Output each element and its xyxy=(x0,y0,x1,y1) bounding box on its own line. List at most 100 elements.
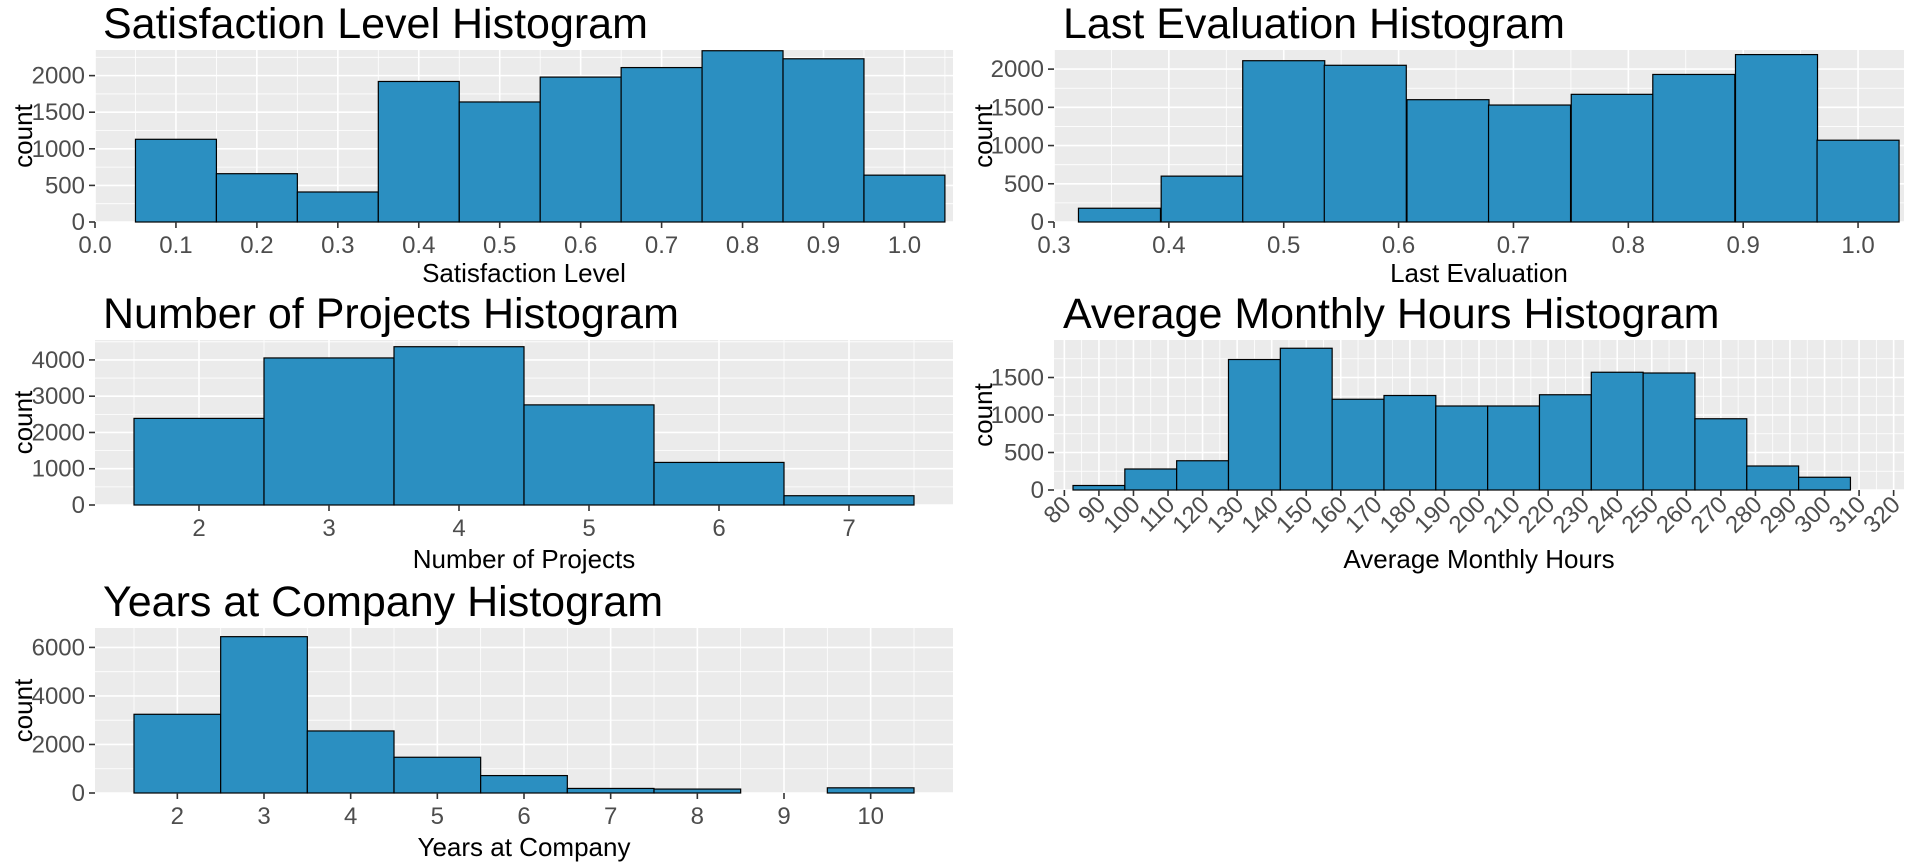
histogram-bar xyxy=(1487,104,1572,223)
histogram-bar xyxy=(1798,476,1852,491)
x-tick-label: 5 xyxy=(582,515,595,542)
histogram-bar xyxy=(133,417,265,506)
histogram-bar xyxy=(134,138,218,223)
y-tick-label: 0 xyxy=(72,209,85,236)
x-tick-label: 3 xyxy=(257,803,270,830)
x-tick-label: 320 xyxy=(1858,491,1905,538)
x-tick-label: 0.7 xyxy=(645,232,678,259)
y-tick-label: 500 xyxy=(45,172,85,199)
y-tick-label: 1500 xyxy=(991,365,1044,392)
y-tick-label: 6000 xyxy=(32,634,85,661)
x-tick-label: 0.3 xyxy=(321,232,354,259)
y-axis-label: count xyxy=(8,390,38,454)
histogram-bar xyxy=(1176,460,1230,491)
chart-title: Last Evaluation Histogram xyxy=(1063,0,1565,48)
x-tick-label: 3 xyxy=(322,515,335,542)
histogram-bar xyxy=(1383,394,1437,491)
x-tick-label: 7 xyxy=(842,515,855,542)
y-tick-label: 500 xyxy=(1004,440,1044,467)
y-tick-label: 1000 xyxy=(991,133,1044,160)
x-tick-label: 0.0 xyxy=(78,232,111,259)
x-tick-label: 2 xyxy=(171,803,184,830)
x-tick-label: 0.3 xyxy=(1037,232,1070,259)
y-tick-label: 1500 xyxy=(991,94,1044,121)
y-axis-label: count xyxy=(968,382,998,446)
histogram-bar xyxy=(1124,468,1178,491)
histogram-bar xyxy=(1227,358,1281,491)
x-axis-label: Satisfaction Level xyxy=(422,258,626,288)
x-tick-label: 0.7 xyxy=(1497,232,1530,259)
x-tick-label: 0.4 xyxy=(1152,232,1185,259)
histogram-bar xyxy=(1816,139,1900,223)
histogram-bar xyxy=(1072,484,1126,491)
histogram-bar xyxy=(783,495,915,506)
y-tick-label: 500 xyxy=(1004,171,1044,198)
x-tick-label: 6 xyxy=(517,803,530,830)
histogram-bar xyxy=(701,50,784,223)
x-tick-label: 0.1 xyxy=(159,232,192,259)
histogram-bar xyxy=(263,357,395,506)
y-axis-label: count xyxy=(968,103,998,167)
histogram-panel-1: 0 500 1000 1500 2000 0.0 0.1 0.2 0.3 0.4 0.5 0.6 0.7… xyxy=(8,0,953,288)
histogram-bar xyxy=(1331,398,1385,491)
histogram-bar xyxy=(133,713,222,794)
histogram-bar xyxy=(523,404,655,506)
y-axis-label: count xyxy=(8,103,38,167)
histogram-bar xyxy=(1160,175,1244,223)
histogram-bar xyxy=(1642,372,1696,491)
y-tick-label: 0 xyxy=(1031,209,1044,236)
histogram-bar xyxy=(1406,99,1490,223)
histogram-bar xyxy=(653,788,742,794)
histogram-bar xyxy=(220,636,308,794)
histogram-bar xyxy=(1694,418,1748,491)
histogram-bar xyxy=(393,756,482,794)
y-tick-label: 1000 xyxy=(32,136,85,163)
y-tick-label: 3000 xyxy=(32,383,85,410)
y-tick-label: 1000 xyxy=(991,402,1044,429)
histogram-bar xyxy=(1323,64,1407,223)
histogram-bar xyxy=(458,101,541,223)
x-tick-label: 6 xyxy=(712,515,725,542)
x-tick-label: 0.4 xyxy=(402,232,435,259)
histogram-bar xyxy=(306,730,395,794)
y-tick-label: 0 xyxy=(72,780,85,807)
y-tick-label: 0 xyxy=(1031,477,1044,504)
y-tick-label: 1000 xyxy=(32,456,85,483)
x-tick-label: 5 xyxy=(431,803,444,830)
x-tick-label: 0.8 xyxy=(1612,232,1645,259)
histogram-bar xyxy=(1746,465,1800,491)
histogram-bar xyxy=(1570,93,1654,223)
histogram-bar xyxy=(480,774,568,794)
x-tick-label: 0.8 xyxy=(726,232,759,259)
y-tick-label: 4000 xyxy=(32,683,85,710)
histogram-bar xyxy=(393,346,525,506)
histogram-panel-5: 0 2000 4000 6000 2 3 4 5 6 7 8 9 10 Years at Company … xyxy=(8,578,953,862)
histogram-bar xyxy=(1734,53,1819,223)
histogram-bar xyxy=(826,787,915,794)
x-tick-label: 80 xyxy=(1039,491,1077,529)
histogram-bar xyxy=(1435,405,1489,491)
x-tick-label: 10 xyxy=(857,803,884,830)
x-axis-label: Average Monthly Hours xyxy=(1343,544,1614,574)
histogram-bar xyxy=(377,80,460,223)
histogram-bar xyxy=(1279,347,1333,491)
y-tick-label: 2000 xyxy=(32,731,85,758)
x-tick-label: 1.0 xyxy=(888,232,921,259)
x-tick-label: 0.9 xyxy=(807,232,840,259)
y-tick-label: 2000 xyxy=(32,419,85,446)
histogram-bar xyxy=(1487,405,1541,491)
histogram-bar xyxy=(1652,73,1736,223)
x-axis-label: Last Evaluation xyxy=(1390,258,1568,288)
histogram-bar xyxy=(296,191,379,223)
histogram-panel-3: 0 1000 2000 3000 4000 2 3 4 5 6 7 Number of Project… xyxy=(8,290,953,574)
x-tick-label: 4 xyxy=(452,515,465,542)
x-tick-label: 0.2 xyxy=(240,232,273,259)
histogram-panel-4: 0500100015008090100110120130140150160170… xyxy=(968,290,1906,574)
histogram-bar xyxy=(215,173,298,223)
y-tick-label: 2000 xyxy=(991,56,1044,83)
y-tick-label: 4000 xyxy=(32,347,85,374)
histogram-bar xyxy=(620,66,703,223)
x-tick-label: 0.6 xyxy=(1382,232,1415,259)
chart-title: Satisfaction Level Histogram xyxy=(103,0,648,48)
x-tick-label: 0.6 xyxy=(564,232,597,259)
